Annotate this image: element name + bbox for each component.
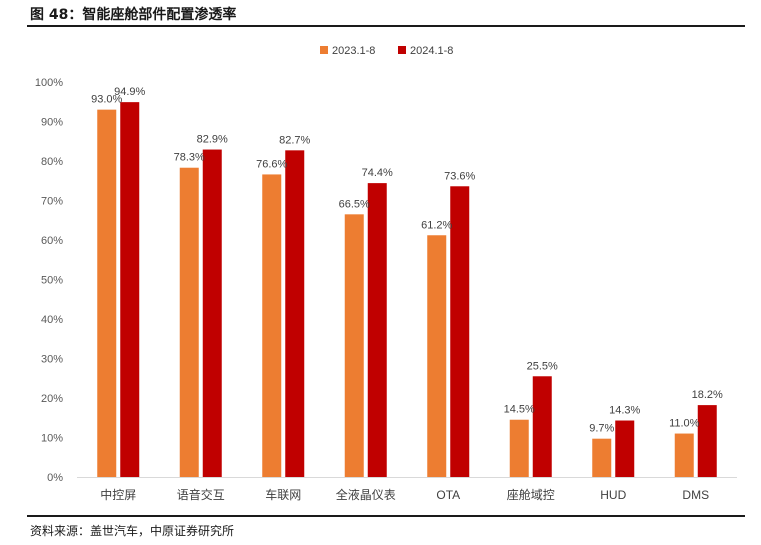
y-tick-label: 70% [41,196,63,208]
bar-series2 [120,102,140,478]
x-tick-label: 中控屏 [100,487,136,502]
x-tick-label: HUD [600,488,626,502]
x-axis: 中控屏 语音交互 车联网 全液晶仪表 OTA 座舱域控 HUD DMS [77,477,737,502]
bar-series2 [202,149,222,478]
y-tick-label: 90% [41,117,63,129]
chart-legend: 2023.1-8 2024.1-8 [320,45,453,57]
source-note: 资料来源：盖世汽车，中原证券研究所 [30,524,235,538]
bar-series1 [674,433,694,477]
y-tick-label: 60% [41,235,63,247]
y-tick-label: 0% [47,472,63,484]
data-label: 76.6% [256,158,287,170]
x-tick-label: OTA [436,488,460,502]
figure-title: 图 48：智能座舱部件配置渗透率 [30,7,237,23]
bar-series1 [509,419,529,477]
data-labels: 93.0%94.9% 78.3% 82.9% 76.6% 82.7% 66.5% 74.4%… [91,86,723,435]
x-tick-label: 全液晶仪表 [336,487,396,502]
y-tick-label: 40% [41,314,63,326]
bar-series2 [450,186,470,477]
bar-series1 [97,109,117,478]
bar-series1 [427,235,447,477]
bar-series1 [344,214,364,477]
bottom-rule [27,515,745,517]
data-label: 14.5% [504,404,535,416]
legend-label: 2023.1-8 [332,45,375,57]
data-label: 14.3% [609,405,640,417]
y-tick-label: 30% [41,354,63,366]
top-rule [27,25,745,27]
y-tick-label: 50% [41,275,63,287]
bar-series2 [615,420,635,477]
data-label: 66.5% [339,198,370,210]
legend-label: 2024.1-8 [410,45,453,57]
x-tick-label: 座舱域控 [507,487,555,502]
data-label: 93.0% [91,94,122,106]
data-label: 61.2% [421,219,452,231]
bar-series1 [592,438,612,477]
y-tick-label: 80% [41,156,63,168]
figure-header: 图 48：智能座舱部件配置渗透率 [0,0,761,26]
bar-series2 [285,150,305,477]
bar-series1 [262,174,282,477]
y-axis: 0% 10% 20% 30% 40% 50% 60% 70% 80% 90% 100% [35,77,63,484]
x-tick-label: 车联网 [265,487,301,502]
bar-series [97,102,717,478]
legend-swatch [320,46,328,54]
y-tick-label: 20% [41,393,63,405]
data-label: 82.9% [197,134,228,146]
y-tick-label: 10% [41,433,63,445]
data-label: 94.9% [114,86,145,98]
bar-series2 [367,183,387,477]
data-label: 25.5% [527,360,558,372]
data-label: 9.7% [589,423,614,435]
bar-series2 [532,376,552,477]
data-label: 73.6% [444,170,475,182]
bar-series1 [179,167,199,477]
legend-swatch [398,46,406,54]
data-label: 11.0% [669,418,700,430]
y-tick-label: 100% [35,77,63,89]
bar-chart: 2023.1-8 2024.1-8 0% 10% 20% 30% 40% 50% 60% 70%… [35,45,737,502]
data-label: 78.3% [174,152,205,164]
x-tick-label: DMS [682,488,709,502]
data-label: 74.4% [362,167,393,179]
bar-series2 [697,405,717,477]
x-tick-label: 语音交互 [177,487,225,502]
data-label: 82.7% [279,134,310,146]
data-label: 18.2% [692,389,723,401]
